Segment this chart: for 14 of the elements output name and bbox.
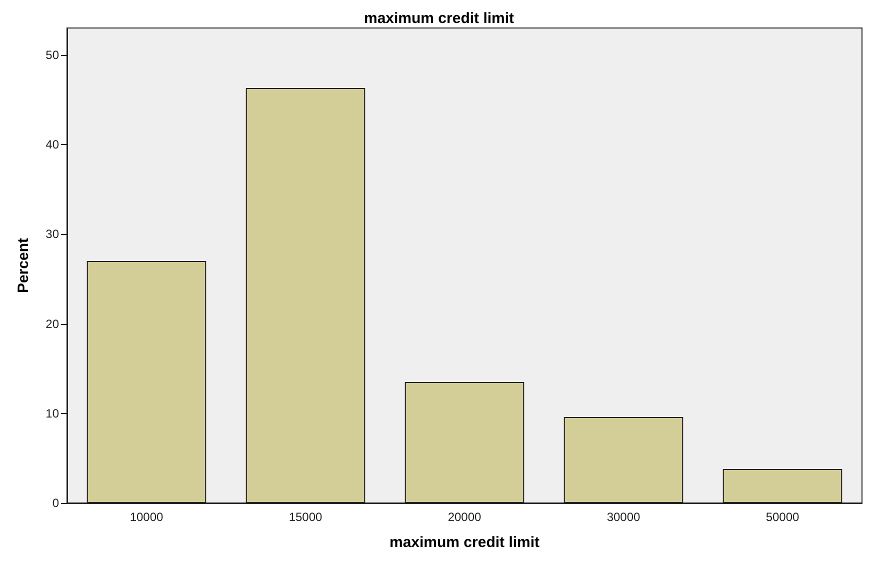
- y-tick-label: 0: [52, 496, 60, 510]
- x-tick-label: 30000: [606, 510, 641, 524]
- x-tick-label: 10000: [130, 510, 164, 524]
- y-axis-title: Percent: [15, 238, 32, 294]
- y-tick-label: 10: [46, 406, 60, 420]
- x-tick-label: 15000: [288, 510, 323, 524]
- x-tick-label: 50000: [766, 510, 800, 524]
- y-tick-label: 30: [46, 227, 60, 242]
- x-tick-label: 20000: [448, 510, 482, 524]
- y-tick-label: 40: [46, 138, 60, 152]
- y-tick-label: 20: [46, 316, 60, 331]
- chart-title: maximum credit limit: [364, 10, 514, 27]
- x-axis-title: maximum credit limit: [389, 534, 540, 551]
- y-tick-label: 50: [46, 48, 60, 62]
